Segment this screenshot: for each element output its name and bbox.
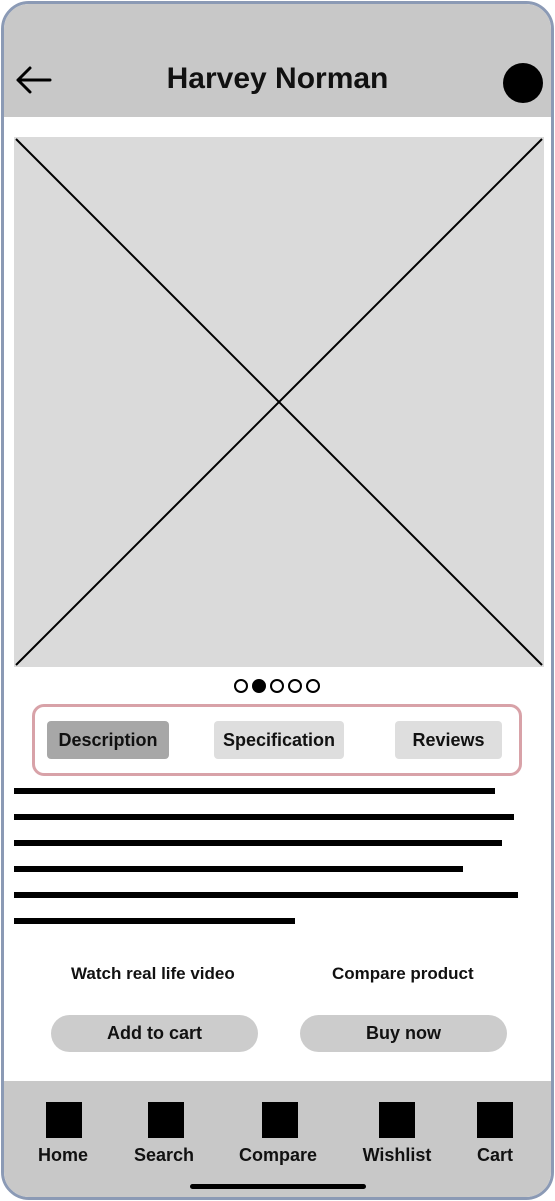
wishlist-icon: [379, 1102, 415, 1138]
buy-now-button[interactable]: Buy now: [300, 1015, 507, 1052]
home-icon: [46, 1102, 82, 1138]
cart-icon: [477, 1102, 513, 1138]
product-image[interactable]: [14, 137, 544, 667]
page-title: Harvey Norman: [166, 62, 389, 95]
compare-product-link[interactable]: Compare product: [332, 964, 474, 983]
info-tabs: Description Specification Reviews: [32, 704, 522, 776]
tab-description[interactable]: Description: [47, 721, 169, 759]
nav-label: Compare: [238, 1145, 318, 1165]
carousel-dot[interactable]: [288, 679, 302, 693]
search-icon: [148, 1102, 184, 1138]
arrow-left-icon: [16, 66, 52, 94]
nav-item-wishlist[interactable]: Wishlist: [334, 1081, 444, 1171]
back-button[interactable]: [14, 64, 54, 96]
carousel-dot[interactable]: [306, 679, 320, 693]
nav-item-cart[interactable]: Cart: [444, 1081, 548, 1171]
home-indicator[interactable]: [190, 1184, 366, 1189]
image-placeholder-icon: [15, 138, 543, 666]
text-line: [14, 814, 514, 820]
text-line: [14, 892, 518, 898]
text-line: [14, 866, 463, 872]
compare-icon: [262, 1102, 298, 1138]
tab-reviews[interactable]: Reviews: [395, 721, 502, 759]
bottom-navigation: Home Search Compare Wishlist Cart: [4, 1081, 551, 1197]
nav-label: Wishlist: [362, 1145, 432, 1165]
carousel-dot[interactable]: [270, 679, 284, 693]
profile-circle-icon[interactable]: [503, 63, 543, 103]
nav-item-home[interactable]: Home: [4, 1081, 114, 1171]
carousel-dot[interactable]: [234, 679, 248, 693]
nav-label: Search: [133, 1145, 195, 1165]
tab-specification[interactable]: Specification: [214, 721, 344, 759]
nav-label: Home: [37, 1145, 89, 1165]
nav-item-search[interactable]: Search: [114, 1081, 224, 1171]
text-line: [14, 918, 295, 924]
nav-item-compare[interactable]: Compare: [224, 1081, 334, 1171]
top-app-bar: Harvey Norman: [4, 4, 551, 117]
text-line: [14, 788, 495, 794]
text-line: [14, 840, 502, 846]
carousel-indicator: [234, 679, 324, 695]
watch-video-link[interactable]: Watch real life video: [71, 964, 235, 983]
nav-label: Cart: [476, 1145, 514, 1165]
carousel-dot-active[interactable]: [252, 679, 266, 693]
add-to-cart-button[interactable]: Add to cart: [51, 1015, 258, 1052]
